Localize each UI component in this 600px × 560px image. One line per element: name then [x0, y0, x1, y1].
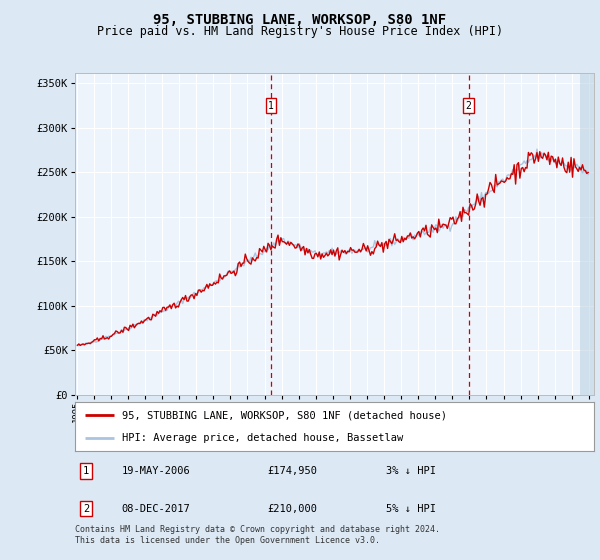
Text: HPI: Average price, detached house, Bassetlaw: HPI: Average price, detached house, Bass…	[122, 433, 403, 444]
Text: 19-MAY-2006: 19-MAY-2006	[122, 466, 190, 476]
Text: 95, STUBBING LANE, WORKSOP, S80 1NF: 95, STUBBING LANE, WORKSOP, S80 1NF	[154, 13, 446, 27]
Bar	[580, 73, 600, 395]
Text: £174,950: £174,950	[267, 466, 317, 476]
Text: 08-DEC-2017: 08-DEC-2017	[122, 503, 190, 514]
Text: 2: 2	[83, 503, 89, 514]
Text: £210,000: £210,000	[267, 503, 317, 514]
Text: 95, STUBBING LANE, WORKSOP, S80 1NF (detached house): 95, STUBBING LANE, WORKSOP, S80 1NF (det…	[122, 410, 447, 421]
Text: Contains HM Land Registry data © Crown copyright and database right 2024.
This d: Contains HM Land Registry data © Crown c…	[75, 525, 440, 545]
Text: Price paid vs. HM Land Registry's House Price Index (HPI): Price paid vs. HM Land Registry's House …	[97, 25, 503, 38]
Text: 2: 2	[466, 101, 472, 111]
Text: 1: 1	[268, 101, 274, 111]
Text: 1: 1	[83, 466, 89, 476]
Text: 5% ↓ HPI: 5% ↓ HPI	[386, 503, 436, 514]
Text: 3% ↓ HPI: 3% ↓ HPI	[386, 466, 436, 476]
